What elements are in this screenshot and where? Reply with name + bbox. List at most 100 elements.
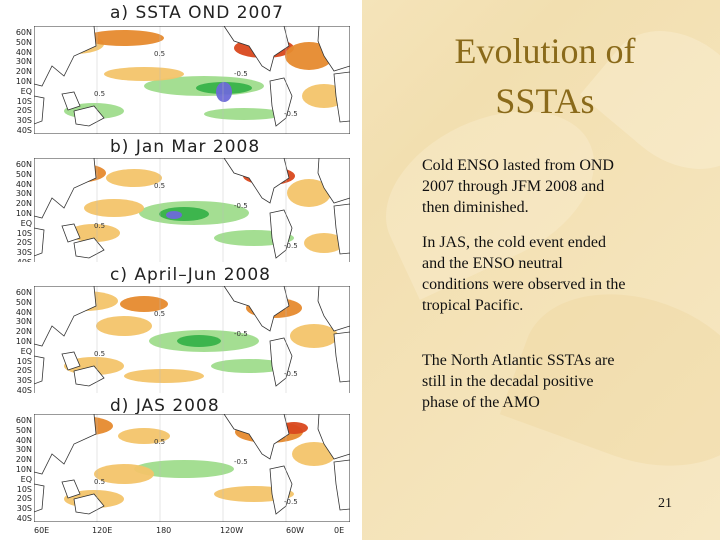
lat-tick-label: 40S xyxy=(16,386,32,395)
land-mass xyxy=(74,366,104,386)
land-mass xyxy=(318,286,350,331)
land-mass xyxy=(34,96,44,124)
lat-tick-label: EQ xyxy=(20,346,32,356)
anomaly-region xyxy=(84,30,164,46)
contour-label: 0.5 xyxy=(94,478,105,486)
anomaly-region xyxy=(287,179,331,207)
lat-tick-label: 20S xyxy=(16,494,32,504)
lat-tick-label: 40S xyxy=(16,514,32,523)
lon-axis: 60E 120E 180 120W 60W 0E xyxy=(34,522,350,540)
contour-label: -0.5 xyxy=(234,458,248,466)
lat-tick-label: 50N xyxy=(15,169,32,179)
contour-label: -0.5 xyxy=(234,330,248,338)
lat-tick-label: 50N xyxy=(15,37,32,47)
contour-label: 0.5 xyxy=(94,90,105,98)
panel-a-title: a) SSTA OND 2007 xyxy=(0,0,362,26)
lat-tick-label: 30N xyxy=(15,445,32,455)
lat-tick-label: 20S xyxy=(16,106,32,116)
panel-c-title: c) April–Jun 2008 xyxy=(0,262,362,288)
lat-tick-label: 30S xyxy=(16,504,32,514)
anomaly-region xyxy=(104,67,184,81)
ssta-map-d: 0.5 -0.5 0.5 -0.5 xyxy=(34,414,350,522)
contour-label: 0.5 xyxy=(94,222,105,230)
land-mass xyxy=(74,238,104,258)
land-mass xyxy=(62,480,80,498)
land-mass xyxy=(334,332,350,382)
land-mass xyxy=(34,26,96,86)
bullet-1: Cold ENSO lasted from OND 2007 through J… xyxy=(422,157,614,216)
lat-tick-label: 10S xyxy=(16,228,32,238)
land-mass xyxy=(74,106,104,126)
land-mass xyxy=(334,460,350,510)
lon-tick-label: 120W xyxy=(220,526,244,535)
lat-axis-d: 60N 50N 40N 30N 20N 10N EQ 10S 20S 30S 40S xyxy=(0,414,34,523)
ssta-map-a: 0.5 -0.5 0.5 -0.5 xyxy=(34,26,350,134)
land-mass xyxy=(224,286,289,331)
contour-label: 0.5 xyxy=(154,50,165,58)
lat-tick-label: 30S xyxy=(16,376,32,386)
lat-tick-label: 60N xyxy=(15,28,32,37)
lat-tick-label: 10S xyxy=(16,484,32,494)
land-mass xyxy=(34,158,96,218)
anomaly-region xyxy=(106,169,162,187)
lat-tick-label: 50N xyxy=(15,297,32,307)
map-border xyxy=(350,0,362,540)
lat-tick-label: 40N xyxy=(15,435,32,445)
anomaly-region xyxy=(177,335,221,347)
lat-tick-label: 20N xyxy=(15,327,32,337)
lat-tick-label: 10N xyxy=(15,209,32,218)
lon-tick-label: 180 xyxy=(156,526,172,535)
title-line-1: Evolution of xyxy=(454,31,636,71)
lat-tick-label: 20N xyxy=(15,199,32,209)
anomaly-region xyxy=(124,369,204,383)
bullet-3: The North Atlantic SSTAs are still in th… xyxy=(422,352,615,411)
ssta-map-column: a) SSTA OND 2007 60N 50N 40N 30N 20N 10N EQ 10S… xyxy=(0,0,362,540)
land-mass xyxy=(74,494,104,514)
contour-label: -0.5 xyxy=(284,498,298,506)
lat-tick-label: 60N xyxy=(15,288,32,297)
contour-label: 0.5 xyxy=(94,350,105,358)
lat-tick-label: 30S xyxy=(16,116,32,126)
lat-tick-label: 10N xyxy=(15,77,32,86)
lon-tick-label: 60W xyxy=(286,526,305,535)
lat-tick-label: 10S xyxy=(16,356,32,366)
anomaly-region xyxy=(166,211,182,219)
anomaly-region xyxy=(290,324,338,348)
slide-title: Evolution of SSTAs xyxy=(395,26,695,126)
lat-tick-label: EQ xyxy=(20,218,32,228)
anomaly-region xyxy=(120,296,168,312)
land-mass xyxy=(224,414,289,459)
land-mass xyxy=(318,414,350,459)
anomaly-region xyxy=(96,316,152,336)
lat-tick-label: 30N xyxy=(15,317,32,327)
panel-b-title: b) Jan Mar 2008 xyxy=(0,134,362,160)
ssta-map-c: 0.5 -0.5 0.5 -0.5 xyxy=(34,286,350,394)
lat-tick-label: 30N xyxy=(15,57,32,67)
lat-tick-label: 60N xyxy=(15,416,32,425)
bullet-2: In JAS, the cold event ended and the ENS… xyxy=(422,234,626,314)
contour-label: -0.5 xyxy=(234,202,248,210)
lat-tick-label: 40N xyxy=(15,179,32,189)
anomaly-region xyxy=(211,359,287,373)
lat-tick-label: 50N xyxy=(15,425,32,435)
contour-label: 0.5 xyxy=(154,182,165,190)
title-line-2: SSTAs xyxy=(495,81,595,121)
lat-tick-label: 30N xyxy=(15,189,32,199)
anomaly-region xyxy=(204,108,284,120)
anomaly-region xyxy=(302,84,346,108)
lat-tick-label: 20S xyxy=(16,238,32,248)
anomaly-region xyxy=(94,464,154,484)
anomaly-region xyxy=(292,442,336,466)
lat-tick-label: 20N xyxy=(15,67,32,77)
lat-tick-label: 60N xyxy=(15,160,32,169)
contour-label: -0.5 xyxy=(284,242,298,250)
land-mass xyxy=(224,26,289,71)
lon-tick-label: 120E xyxy=(92,526,113,535)
land-mass xyxy=(334,72,350,122)
contour-label: -0.5 xyxy=(234,70,248,78)
land-mass xyxy=(34,356,44,384)
land-mass xyxy=(62,224,80,242)
contour-label: -0.5 xyxy=(284,370,298,378)
